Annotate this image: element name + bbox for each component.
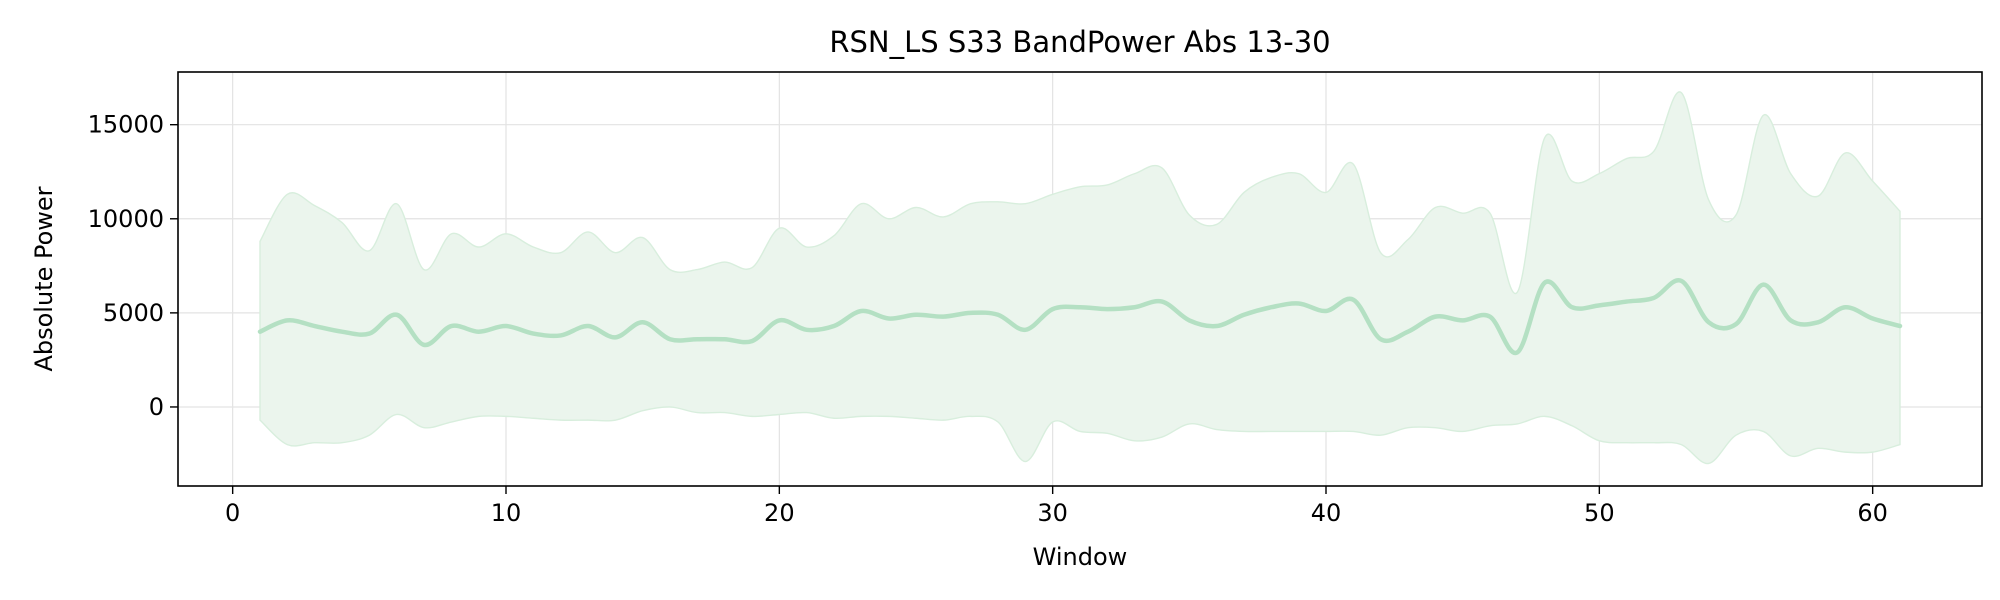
x-tick-label: 30 bbox=[1037, 499, 1068, 527]
y-tick-label: 0 bbox=[149, 393, 164, 421]
x-tick-label: 20 bbox=[764, 499, 795, 527]
y-axis-label: Absolute Power bbox=[30, 186, 58, 371]
axis-ticks: 0 10 20 30 40 50 60 0 5000 10000 15000 bbox=[88, 111, 1888, 527]
chart-title: RSN_LS S33 BandPower Abs 13-30 bbox=[829, 25, 1330, 59]
x-axis-label: Window bbox=[1033, 543, 1128, 571]
x-tick-label: 60 bbox=[1857, 499, 1888, 527]
x-tick-label: 50 bbox=[1584, 499, 1615, 527]
mean-line-layer bbox=[257, 278, 1903, 355]
y-tick-label: 5000 bbox=[103, 299, 164, 327]
y-tick-label: 10000 bbox=[88, 205, 164, 233]
plot-frame bbox=[177, 71, 1983, 487]
x-tick-label: 0 bbox=[225, 499, 240, 527]
x-tick-label: 40 bbox=[1311, 499, 1342, 527]
range-band bbox=[259, 91, 1901, 465]
range-band-area bbox=[259, 91, 1901, 465]
x-tick-label: 10 bbox=[491, 499, 522, 527]
y-tick-label: 15000 bbox=[88, 111, 164, 139]
